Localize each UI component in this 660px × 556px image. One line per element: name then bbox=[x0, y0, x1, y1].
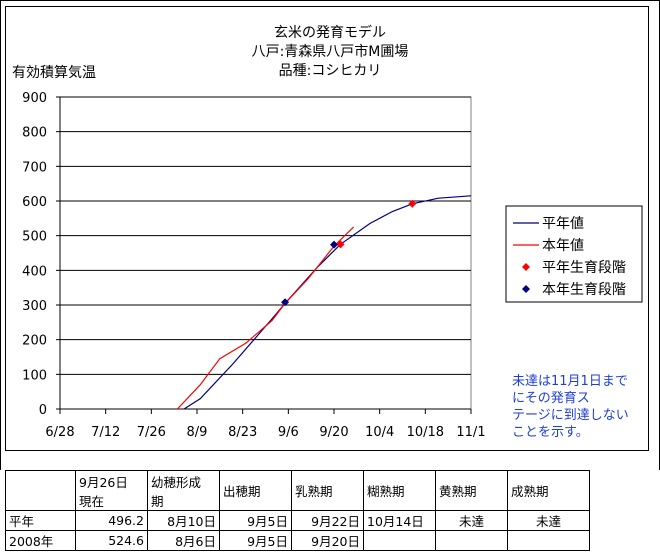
table-cell: 8月10日 bbox=[147, 510, 220, 531]
legend-box bbox=[505, 205, 643, 303]
table-cell bbox=[363, 530, 436, 551]
table-cell: 10月14日 bbox=[363, 510, 436, 531]
x-tick-label: 6/28 bbox=[45, 425, 74, 440]
table-header-cell: 黄熟期 bbox=[435, 470, 508, 511]
plot-area bbox=[59, 96, 472, 410]
table-header-cell: 9月26日 現在 bbox=[75, 470, 148, 511]
legend-label: 平年生育段階 bbox=[542, 260, 626, 276]
y-tick-label: 600 bbox=[22, 195, 47, 210]
table-cell: 8月6日 bbox=[147, 530, 220, 551]
table-header-cell: 出穂期 bbox=[219, 470, 292, 511]
chart-title-line: 品種:コシヒカリ bbox=[279, 63, 382, 79]
legend-label: 本年生育段階 bbox=[542, 282, 626, 298]
x-tick-label: 9/20 bbox=[319, 425, 348, 440]
table-header-cell: 乳熟期 bbox=[291, 470, 364, 511]
x-tick-label: 7/26 bbox=[137, 425, 166, 440]
table-cell: 未達 bbox=[507, 510, 590, 531]
table-cell: 9月5日 bbox=[219, 530, 292, 551]
table-cell bbox=[507, 530, 590, 551]
x-tick-label: 8/9 bbox=[187, 425, 208, 440]
legend-swatch bbox=[522, 285, 530, 293]
table-cell: 9月20日 bbox=[291, 530, 364, 551]
stage-marker bbox=[330, 240, 338, 249]
table-cell bbox=[435, 530, 508, 551]
table-row: 2008年 524.6 8月6日 9月5日 9月20日 bbox=[5, 530, 590, 551]
note-text: 未達は11月1日まで にその発育ス テージに到達しない ことを示す。 bbox=[512, 374, 629, 440]
stage-marker bbox=[336, 240, 345, 249]
chart-title-line: 玄米の発育モデル bbox=[274, 24, 386, 41]
table-cell: 未達 bbox=[435, 510, 508, 531]
chart-title-line: 八戸:青森県八戸市M圃場 bbox=[252, 43, 409, 60]
table-cell: 9月5日 bbox=[219, 510, 292, 531]
y-axis-label: 有効積算気温 bbox=[12, 65, 96, 81]
x-tick-label: 9/6 bbox=[278, 425, 299, 440]
stage-marker bbox=[281, 298, 290, 307]
x-tick-label: 10/18 bbox=[407, 425, 444, 440]
legend-swatch bbox=[522, 263, 530, 271]
y-tick-label: 900 bbox=[22, 91, 47, 106]
x-tick-label: 10/4 bbox=[365, 425, 394, 440]
table-header-row: 9月26日 現在 幼穂形成 期出穂期 乳熟期 糊熟期 黄熟期 成熟期 bbox=[5, 470, 590, 511]
legend-label: 平年値 bbox=[542, 216, 584, 232]
table-cell: 平年 bbox=[5, 510, 76, 531]
x-tick-label: 8/23 bbox=[228, 425, 257, 440]
chart-area-border bbox=[5, 6, 649, 451]
table-row: 平年 496.2 8月10日 9月5日 9月22日 10月14日 未達 未達 bbox=[5, 510, 590, 531]
table-header-cell: 糊熟期 bbox=[363, 470, 436, 511]
x-tick-label: 11/1 bbox=[456, 425, 485, 440]
y-tick-label: 800 bbox=[22, 126, 47, 141]
y-tick-label: 700 bbox=[22, 160, 47, 175]
stage-marker bbox=[408, 199, 417, 208]
y-tick-label: 500 bbox=[22, 230, 47, 245]
y-tick-label: 0 bbox=[39, 403, 47, 418]
stage-table: 9月26日 現在 幼穂形成 期出穂期 乳熟期 糊熟期 黄熟期 成熟期 平年 496.2 8月10… bbox=[5, 470, 590, 551]
table-header-cell bbox=[5, 470, 76, 511]
series-line bbox=[176, 226, 355, 410]
x-tick-label: 7/12 bbox=[91, 425, 120, 440]
legend-label: 本年値 bbox=[542, 238, 584, 254]
series-line bbox=[183, 195, 472, 410]
chart-svg: 0 100 200 300 400 500 600 700 800 900 6/28 7/12 7/26… bbox=[0, 0, 660, 470]
table-cell: 2008年 bbox=[5, 530, 76, 551]
y-tick-label: 400 bbox=[22, 264, 47, 279]
table-header-cell: 幼穂形成 期 bbox=[147, 470, 220, 511]
table-cell: 496.2 bbox=[75, 510, 148, 531]
table-cell: 524.6 bbox=[75, 530, 148, 551]
table-header-cell: 成熟期 bbox=[507, 470, 590, 511]
y-tick-label: 300 bbox=[22, 299, 47, 314]
y-tick-label: 100 bbox=[22, 368, 47, 383]
y-tick-label: 200 bbox=[22, 334, 47, 349]
table-cell: 9月22日 bbox=[291, 510, 364, 531]
